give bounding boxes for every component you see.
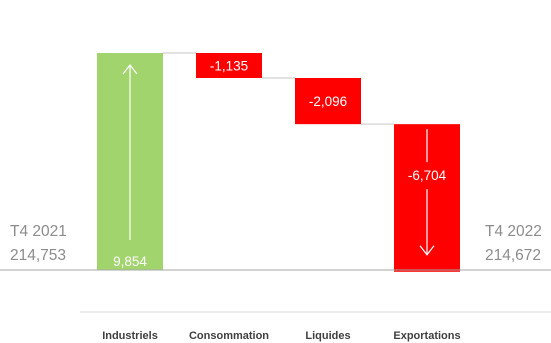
category-label-liquides: Liquides: [305, 330, 350, 342]
end-label-period: T4 2022: [485, 223, 542, 240]
bar-consommation: [196, 53, 262, 78]
arrow-group: [122, 64, 435, 256]
value-label-exportations: -6,704: [408, 168, 447, 183]
value-label-industriels: 9,854: [113, 254, 147, 269]
bar-value-labels: 9,854 -1,135 -2,096 -6,704: [113, 58, 447, 269]
start-label-value: 214,753: [10, 247, 66, 264]
category-label-industriels: Industriels: [102, 330, 158, 342]
connector-lines: [163, 52, 394, 125]
value-label-consommation: -1,135: [210, 58, 248, 73]
end-label-value: 214,672: [485, 247, 541, 264]
up-arrow-head-industriels: [122, 64, 138, 75]
start-label-period: T4 2021: [10, 223, 67, 240]
category-label-exportations: Exportations: [393, 330, 460, 342]
down-arrow-head-exportations: [419, 245, 435, 256]
bar-liquides: [295, 77, 361, 125]
bar-group: [97, 53, 460, 272]
value-label-liquides: -2,096: [309, 94, 347, 109]
category-label-consommation: Consommation: [189, 330, 269, 342]
